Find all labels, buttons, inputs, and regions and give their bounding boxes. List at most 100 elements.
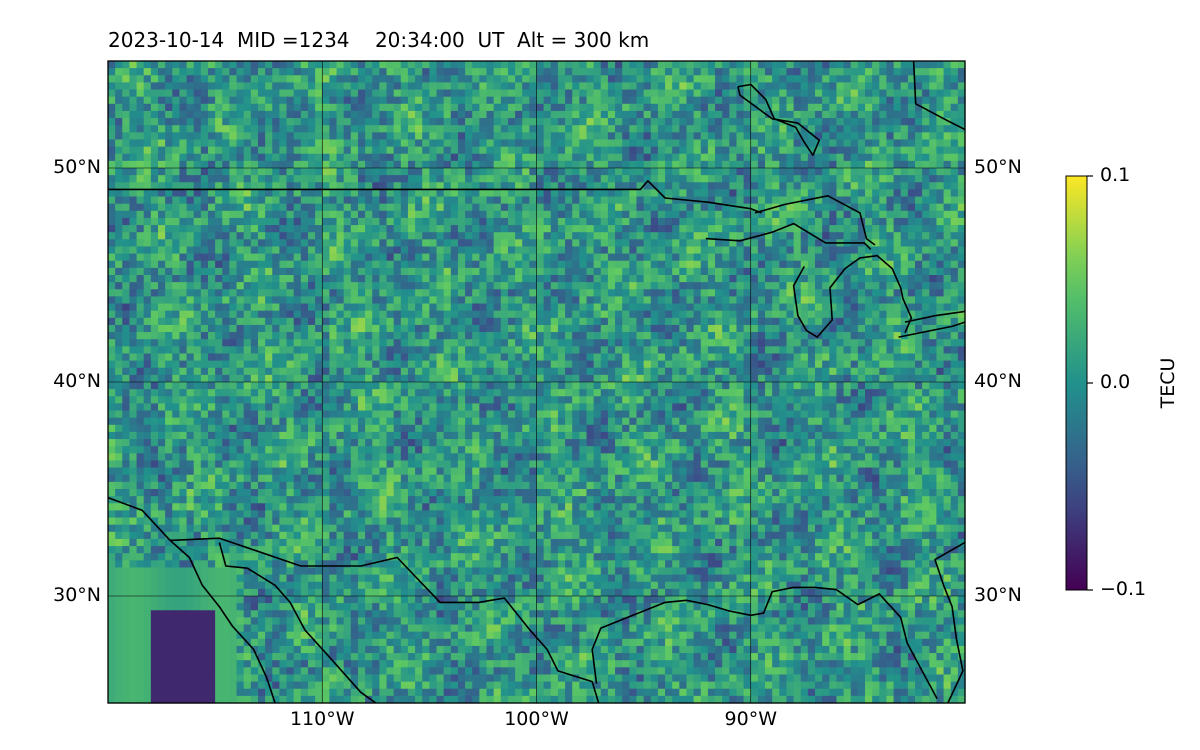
tec-cell: [165, 239, 173, 248]
tec-cell: [193, 267, 202, 276]
tec-cell: [422, 168, 430, 176]
tec-cell: [186, 267, 195, 276]
tec-cell: [357, 346, 366, 355]
tec-cell: [636, 210, 645, 219]
tec-cell: [665, 289, 673, 297]
tec-cell: [250, 332, 259, 340]
tec-cell: [179, 296, 188, 305]
tec-cell: [429, 125, 438, 133]
tec-cell: [657, 103, 666, 112]
tec-cell: [536, 275, 545, 283]
tec-cell: [636, 182, 645, 190]
tec-cell: [386, 310, 395, 319]
tec-cell: [500, 168, 509, 176]
tec-cell: [272, 82, 280, 91]
tec-cell: [393, 110, 402, 119]
tec-cell: [336, 260, 345, 269]
tec-cell: [515, 289, 523, 297]
tec-cell: [779, 132, 788, 141]
tec-cell: [736, 110, 745, 119]
tec-cell: [807, 61, 816, 69]
tec-cell: [222, 239, 231, 248]
tec-cell: [893, 139, 902, 148]
tec-cell: [657, 310, 666, 319]
tec-cell: [108, 182, 116, 190]
tec-cell: [486, 82, 495, 91]
tec-cell: [872, 103, 880, 112]
tec-cell: [850, 68, 859, 76]
tec-cell: [136, 246, 145, 255]
tec-cell: [872, 96, 880, 105]
tec-cell: [557, 132, 566, 141]
tec-cell: [193, 289, 202, 297]
tec-cell: [265, 353, 273, 362]
tec-cell: [750, 310, 759, 319]
tec-cell: [322, 139, 330, 148]
tec-cell: [222, 210, 231, 219]
tec-cell: [179, 68, 188, 76]
tec-cell: [457, 175, 466, 183]
tec-cell: [143, 267, 152, 276]
tec-cell: [407, 175, 416, 183]
tec-cell: [800, 253, 809, 262]
tec-cell: [443, 260, 452, 269]
tec-cell: [450, 160, 459, 169]
tec-cell: [407, 296, 416, 305]
tec-cell: [407, 196, 416, 205]
tec-cell: [593, 196, 602, 205]
tec-cell: [807, 267, 816, 276]
tec-cell: [550, 296, 559, 305]
tec-cell: [736, 317, 745, 326]
tec-cell: [707, 182, 716, 190]
tec-cell: [700, 217, 709, 226]
tec-cell: [579, 210, 588, 219]
tec-cell: [407, 182, 416, 190]
tec-cell: [600, 196, 609, 205]
tec-cell: [622, 246, 630, 255]
tec-cell: [257, 168, 266, 176]
tec-cell: [607, 289, 616, 297]
tec-cell: [943, 182, 952, 190]
tec-cell: [207, 303, 216, 312]
tec-cell: [957, 303, 966, 312]
tec-cell: [472, 75, 480, 83]
tec-cell: [750, 103, 759, 112]
tec-cell: [815, 189, 823, 198]
tec-cell: [957, 289, 966, 297]
tec-cell: [393, 317, 402, 326]
tec-cell: [243, 232, 252, 240]
tec-cell: [636, 260, 645, 269]
tec-cell: [507, 146, 516, 155]
tec-cell: [143, 239, 152, 248]
tec-cell: [115, 217, 123, 226]
tec-cell: [886, 168, 895, 176]
tec-cell: [736, 210, 745, 219]
tec-cell: [893, 61, 902, 69]
tec-cell: [600, 289, 609, 297]
tec-cell: [507, 282, 516, 290]
tec-cell: [665, 210, 673, 219]
tec-cell: [265, 296, 273, 305]
tec-cell: [879, 217, 888, 226]
tec-cell: [715, 175, 723, 183]
tec-cell: [679, 139, 688, 148]
tec-cell: [800, 118, 809, 126]
tec-cell: [108, 217, 116, 226]
tec-cell: [179, 282, 188, 290]
tec-cell: [815, 118, 823, 126]
tec-cell: [186, 303, 195, 312]
tec-cell: [736, 132, 745, 141]
tec-cell: [386, 89, 395, 98]
tec-cell: [657, 275, 666, 283]
tec-cell: [850, 296, 859, 305]
tec-cell: [357, 217, 366, 226]
tec-cell: [586, 289, 595, 297]
tec-cell: [822, 196, 830, 205]
tec-cell: [836, 210, 845, 219]
tec-cell: [215, 210, 223, 219]
tec-cell: [822, 96, 830, 105]
tec-cell: [893, 168, 902, 176]
tec-cell: [736, 239, 745, 248]
tec-cell: [257, 232, 266, 240]
tec-cell: [807, 282, 816, 290]
